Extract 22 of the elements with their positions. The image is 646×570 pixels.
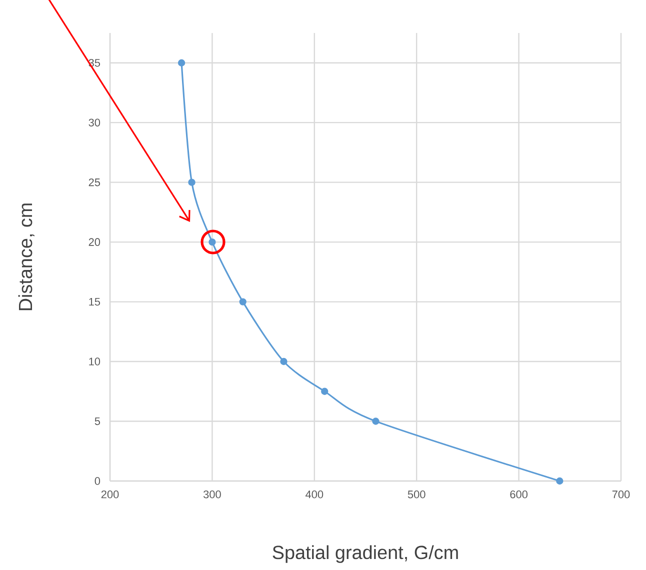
x-tick-label: 300 xyxy=(203,490,221,498)
point xyxy=(321,388,328,395)
y-axis-title: Distance, cm xyxy=(18,204,34,310)
point xyxy=(372,418,380,425)
point xyxy=(188,178,196,186)
y-tick-label: 5 xyxy=(94,417,100,426)
y-tick-label: 25 xyxy=(88,178,100,186)
y-tick-label: 20 xyxy=(88,238,100,246)
x-tick-label: 200 xyxy=(101,490,119,498)
y-tick-label: 0 xyxy=(94,477,100,485)
point xyxy=(239,298,246,306)
point xyxy=(280,358,288,366)
point xyxy=(178,59,186,66)
x-axis-title: Spatial gradient, G/cm xyxy=(272,545,458,563)
x-tick-label: 600 xyxy=(510,490,528,498)
y-tick-label: 10 xyxy=(89,358,100,366)
y-tick-label: 15 xyxy=(89,298,100,306)
point xyxy=(556,477,564,485)
x-tick-label: 400 xyxy=(306,490,324,498)
x-tick-label: 500 xyxy=(408,490,426,498)
y-tick-label: 30 xyxy=(88,118,100,126)
x-tick-label: 700 xyxy=(612,490,630,498)
